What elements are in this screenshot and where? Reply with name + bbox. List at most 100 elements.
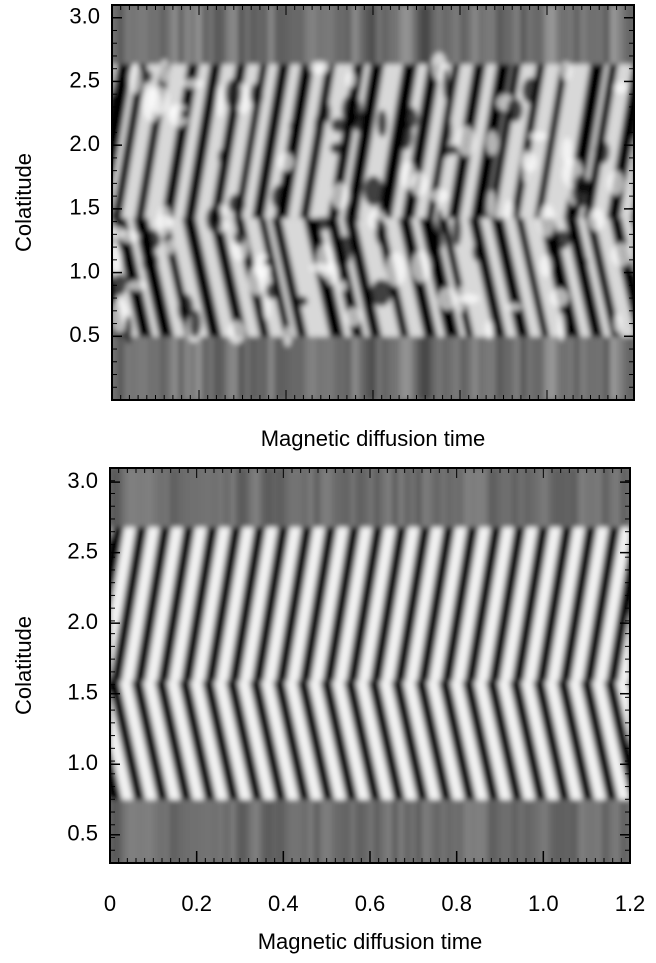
noise bbox=[487, 190, 497, 219]
noise bbox=[309, 263, 329, 273]
noise bbox=[443, 115, 452, 145]
noise bbox=[351, 213, 359, 224]
wave-stripe bbox=[580, 681, 619, 800]
noise bbox=[339, 280, 348, 292]
x-tick-label: 1.2 bbox=[615, 891, 646, 916]
noise bbox=[324, 102, 331, 123]
wave-stripe bbox=[604, 681, 630, 800]
noise bbox=[377, 109, 388, 138]
noise bbox=[613, 82, 628, 94]
wave-stripe bbox=[110, 527, 148, 682]
noise bbox=[352, 112, 369, 132]
wave-stripe bbox=[157, 527, 196, 682]
wave-stripe bbox=[564, 218, 604, 337]
noise bbox=[429, 188, 449, 203]
heatmap bbox=[110, 468, 630, 863]
heatmap-texture bbox=[34, 5, 634, 400]
wave-stripe bbox=[274, 64, 315, 219]
wave-stripe bbox=[325, 218, 365, 337]
wave-stripe bbox=[559, 527, 597, 682]
noise bbox=[309, 225, 319, 249]
noise bbox=[472, 242, 484, 262]
wave-stripe bbox=[110, 681, 146, 800]
noise bbox=[398, 120, 413, 150]
noise bbox=[112, 298, 129, 334]
wave-stripe bbox=[257, 218, 293, 337]
noise bbox=[218, 149, 226, 165]
noise bbox=[165, 238, 176, 255]
noise bbox=[385, 252, 406, 287]
wave-stripe bbox=[112, 218, 153, 337]
wave-stripe bbox=[462, 681, 500, 800]
wave-stripe bbox=[202, 681, 240, 800]
wave-stripe bbox=[438, 681, 477, 800]
wave-stripe bbox=[534, 64, 569, 219]
x-tick-label: 0 bbox=[104, 891, 116, 916]
wave-stripe bbox=[34, 218, 70, 336]
noise bbox=[128, 63, 142, 94]
noise bbox=[370, 279, 392, 307]
noise bbox=[266, 283, 278, 300]
noise bbox=[345, 71, 357, 88]
noise bbox=[345, 307, 362, 327]
x-tick-label: 1.0 bbox=[528, 891, 559, 916]
y-tick-label: 2.0 bbox=[67, 609, 98, 634]
heatmap bbox=[34, 5, 634, 400]
wave-stripe bbox=[346, 527, 385, 682]
noise bbox=[177, 293, 194, 323]
noise bbox=[330, 142, 345, 154]
noise bbox=[539, 254, 552, 278]
noise bbox=[253, 253, 271, 280]
wave-stripe bbox=[367, 681, 406, 800]
noise bbox=[142, 251, 159, 274]
wave-stripe bbox=[343, 218, 383, 337]
noise bbox=[124, 315, 133, 344]
wave-stripe bbox=[251, 527, 290, 682]
x-tick-label: 0.6 bbox=[355, 891, 386, 916]
y-tick-label: 1.0 bbox=[69, 258, 100, 283]
wave-stripe bbox=[606, 541, 630, 682]
noise bbox=[521, 148, 530, 183]
wave-stripe bbox=[204, 527, 243, 682]
wave-stripe bbox=[180, 527, 219, 682]
noise bbox=[330, 182, 350, 210]
noise bbox=[506, 98, 523, 122]
wave-stripe bbox=[539, 218, 581, 337]
noise bbox=[309, 61, 330, 74]
wave-stripe bbox=[131, 681, 170, 800]
noise bbox=[206, 205, 223, 233]
wave-stripe bbox=[209, 218, 248, 337]
y-tick-label: 2.0 bbox=[69, 131, 100, 156]
noise bbox=[587, 207, 605, 232]
noise bbox=[118, 230, 140, 243]
noise bbox=[316, 243, 334, 278]
noise bbox=[295, 296, 308, 307]
wave-stripe bbox=[112, 64, 133, 187]
wave-stripe bbox=[584, 218, 621, 337]
y-tick-label: 2.5 bbox=[69, 67, 100, 92]
wave-stripe bbox=[509, 681, 548, 800]
noise bbox=[338, 235, 352, 267]
wave-stripe bbox=[556, 681, 595, 800]
y-tick-label: 0.5 bbox=[67, 821, 98, 846]
noise bbox=[528, 131, 548, 141]
x-tick-label: 0.4 bbox=[268, 891, 299, 916]
wave-stripe bbox=[183, 64, 222, 219]
wave-stripe bbox=[178, 681, 217, 800]
noise bbox=[126, 280, 147, 291]
noise bbox=[225, 79, 241, 110]
noise bbox=[431, 52, 447, 82]
noise bbox=[216, 84, 224, 118]
noise bbox=[277, 152, 295, 172]
noise bbox=[249, 82, 264, 107]
noise bbox=[330, 117, 347, 133]
wave-stripe bbox=[249, 681, 288, 800]
wave-stripe bbox=[533, 681, 571, 800]
noise bbox=[560, 61, 572, 81]
wave-stripe bbox=[425, 64, 461, 219]
wave-stripe bbox=[296, 681, 335, 800]
wave-stripe bbox=[510, 64, 546, 219]
noise bbox=[142, 87, 163, 122]
noise bbox=[112, 273, 127, 296]
